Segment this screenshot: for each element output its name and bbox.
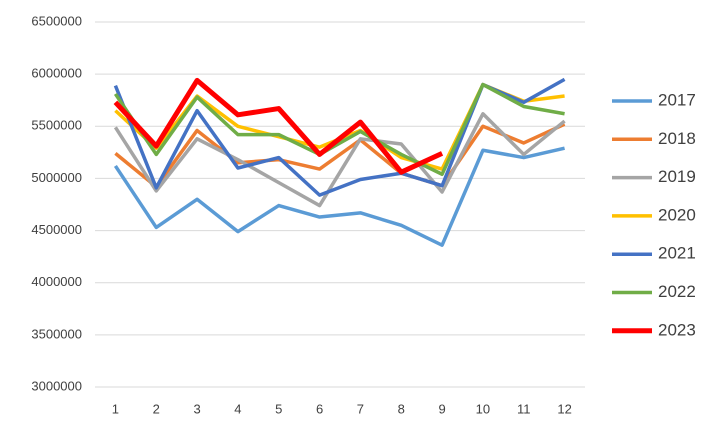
series-line — [113, 112, 566, 208]
x-tick-label: 5 — [275, 401, 282, 416]
series-line — [113, 146, 565, 247]
x-tick-label: 4 — [234, 401, 241, 416]
legend-label: 2021 — [658, 244, 696, 263]
y-tick-label: 3500000 — [31, 326, 82, 341]
x-tick-label: 11 — [517, 401, 531, 416]
series-line — [114, 122, 566, 189]
legend-label: 2020 — [658, 205, 696, 224]
x-tick-label: 9 — [438, 401, 445, 416]
y-tick-label: 4500000 — [31, 222, 82, 237]
y-tick-label: 4000000 — [31, 274, 82, 289]
x-tick-label: 6 — [316, 401, 323, 416]
x-tick-label: 2 — [153, 401, 160, 416]
series-line — [113, 77, 444, 175]
x-tick-label: 12 — [557, 401, 571, 416]
legend-label: 2019 — [658, 167, 696, 186]
series-line — [113, 82, 565, 177]
legend-label: 2018 — [658, 129, 696, 148]
y-tick-label: 3000000 — [31, 378, 82, 393]
y-tick-label: 6500000 — [31, 13, 82, 28]
x-tick-label: 1 — [112, 401, 119, 416]
legend-label: 2023 — [658, 320, 696, 339]
y-tick-label: 5000000 — [31, 170, 82, 185]
y-tick-label: 6000000 — [31, 66, 82, 81]
x-tick-label: 7 — [357, 401, 364, 416]
x-tick-label: 8 — [398, 401, 405, 416]
x-tick-label: 10 — [476, 401, 490, 416]
legend-label: 2022 — [658, 282, 696, 301]
x-tick-label: 3 — [193, 401, 200, 416]
y-tick-label: 5500000 — [31, 118, 82, 133]
legend-label: 2017 — [658, 90, 696, 109]
